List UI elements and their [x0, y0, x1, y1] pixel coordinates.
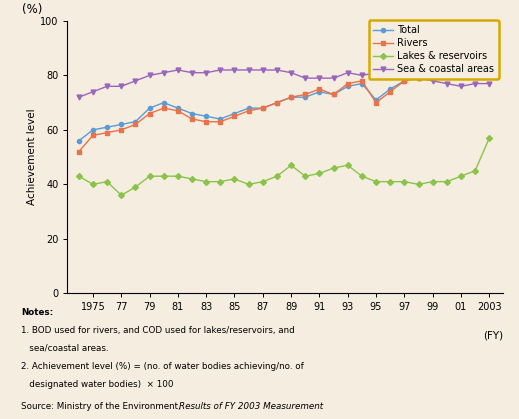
Text: 2. Achievement level (%) = (no. of water bodies achieving/no. of: 2. Achievement level (%) = (no. of water…	[21, 362, 304, 371]
Text: Notes:: Notes:	[21, 308, 53, 317]
Text: (FY): (FY)	[483, 330, 503, 340]
Text: (%): (%)	[22, 3, 42, 16]
Y-axis label: Achievement level: Achievement level	[28, 109, 37, 205]
Text: Source: Ministry of the Environment,: Source: Ministry of the Environment,	[21, 402, 183, 411]
Legend: Total, Rivers, Lakes & reservoirs, Sea & coastal areas: Total, Rivers, Lakes & reservoirs, Sea &…	[368, 21, 499, 79]
Text: designated water bodies)  × 100: designated water bodies) × 100	[21, 380, 173, 389]
Text: Results of FY 2003 Measurement: Results of FY 2003 Measurement	[179, 402, 323, 411]
Text: sea/coastal areas.: sea/coastal areas.	[21, 344, 108, 353]
Text: 1. BOD used for rivers, and COD used for lakes/reservoirs, and: 1. BOD used for rivers, and COD used for…	[21, 326, 294, 335]
